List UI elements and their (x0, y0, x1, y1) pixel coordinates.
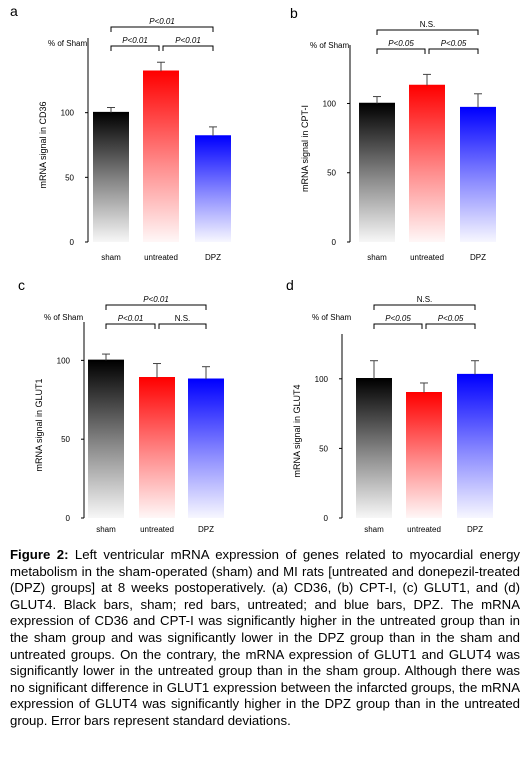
unit-label: % of Sham (310, 41, 349, 50)
significance-label: P<0.01 (118, 314, 144, 323)
y-axis-label: mRNA signal in GLUT1 (34, 378, 44, 471)
significance-label: P<0.05 (388, 39, 414, 48)
bar-DPZ (460, 107, 496, 242)
significance-bracket (158, 323, 207, 329)
category-label: sham (101, 253, 121, 262)
caption-text: Left ventricular mRNA expression of gene… (10, 547, 520, 728)
significance-bracket (376, 48, 426, 54)
significance-label: P<0.01 (122, 36, 148, 45)
cd36-bar-chart: a % of Sham 0 50 100 mRNA signal in CD36 sham u… (10, 3, 231, 262)
significance-label: P<0.01 (149, 17, 175, 26)
bar-DPZ (457, 374, 493, 518)
caption-label: Figure 2: (10, 547, 69, 562)
unit-label: % of Sham (312, 313, 351, 322)
unit-label: % of Sham (44, 313, 83, 322)
category-label: untreated (410, 253, 444, 262)
panel-letter: a (10, 3, 18, 19)
category-label: untreated (407, 525, 441, 534)
panel-d-glut4-chart: d % of Sham 0 50 100 mRNA signal in GLUT4 sham… (262, 272, 524, 544)
glut4-bar-chart: d % of Sham 0 50 100 mRNA signal in GLUT4 sham… (286, 277, 493, 534)
bar-DPZ (188, 379, 224, 518)
y-tick-label: 50 (319, 444, 328, 453)
significance-label: P<0.05 (438, 314, 464, 323)
significance-bracket (373, 304, 476, 310)
bar-untreated (409, 85, 445, 242)
panel-c-glut1-chart: c % of Sham 0 50 100 mRNA signal in GLUT1 sham… (0, 272, 262, 544)
y-tick-label: 0 (66, 514, 71, 523)
significance-bracket (110, 26, 214, 32)
y-axis-label: mRNA signal in CPT-I (300, 105, 310, 192)
category-label: sham (96, 525, 116, 534)
y-axis-label: mRNA signal in GLUT4 (292, 384, 302, 477)
bar-untreated (406, 392, 442, 518)
bar-sham (93, 112, 129, 243)
significance-label: P<0.05 (385, 314, 411, 323)
category-label: sham (364, 525, 384, 534)
significance-label: P<0.01 (143, 295, 169, 304)
y-tick-label: 50 (327, 169, 336, 178)
panel-letter: c (18, 277, 25, 293)
significance-bracket (105, 323, 156, 329)
figure-caption: Figure 2: Left ventricular mRNA expressi… (10, 547, 520, 730)
unit-label: % of Sham (48, 39, 87, 48)
bar-sham (356, 378, 392, 518)
y-tick-label: 0 (332, 238, 337, 247)
bar-DPZ (195, 135, 231, 242)
significance-label: P<0.05 (441, 39, 467, 48)
cpt1-bar-chart: b % of Sham 0 50 100 mRNA signal in CPT-I sham… (290, 5, 496, 262)
category-label: DPZ (198, 525, 214, 534)
panel-a-cd36-chart: a % of Sham 0 50 100 mRNA signal in CD36 sham u… (0, 0, 262, 272)
significance-bracket (373, 323, 423, 329)
significance-bracket (110, 45, 160, 51)
significance-bracket (162, 45, 214, 51)
category-label: DPZ (205, 253, 221, 262)
significance-label: P<0.01 (175, 36, 201, 45)
glut1-bar-chart: c % of Sham 0 50 100 mRNA signal in GLUT1 sham… (18, 277, 224, 534)
y-tick-label: 100 (323, 99, 337, 108)
category-label: DPZ (467, 525, 483, 534)
y-tick-label: 0 (324, 514, 329, 523)
significance-label: N.S. (417, 295, 433, 304)
category-label: sham (367, 253, 387, 262)
bar-sham (359, 103, 395, 243)
bar-untreated (139, 377, 175, 518)
significance-bracket (376, 29, 479, 35)
significance-bracket (105, 304, 207, 310)
significance-label: N.S. (420, 20, 436, 29)
bar-sham (88, 360, 124, 518)
y-tick-label: 100 (57, 356, 71, 365)
significance-label: N.S. (175, 314, 191, 323)
category-label: untreated (144, 253, 178, 262)
bar-untreated (143, 71, 179, 242)
y-tick-label: 100 (61, 109, 75, 118)
panel-b-cpt1-chart: b % of Sham 0 50 100 mRNA signal in CPT-I sham… (262, 0, 524, 272)
y-axis-label: mRNA signal in CD36 (38, 101, 48, 188)
y-tick-label: 50 (61, 435, 70, 444)
category-label: untreated (140, 525, 174, 534)
y-tick-label: 0 (70, 238, 75, 247)
panel-letter: d (286, 277, 294, 293)
category-label: DPZ (470, 253, 486, 262)
panel-letter: b (290, 5, 298, 21)
y-tick-label: 100 (315, 375, 329, 384)
significance-bracket (425, 323, 476, 329)
significance-bracket (428, 48, 479, 54)
y-tick-label: 50 (65, 173, 74, 182)
